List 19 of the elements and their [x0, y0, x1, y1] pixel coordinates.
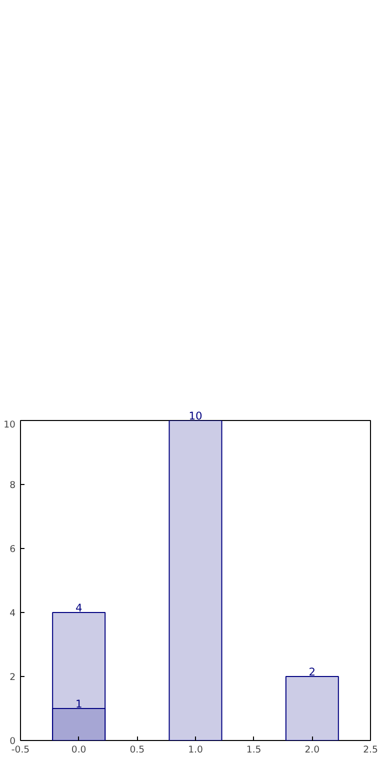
- data-label: 2: [308, 666, 316, 678]
- y-tick-label: 8: [10, 480, 16, 491]
- x-tick-label: 2.0: [304, 744, 320, 756]
- bar: [285, 676, 339, 740]
- x-tick-label: 1.5: [246, 744, 262, 756]
- data-label: 10: [188, 410, 202, 422]
- bar: [168, 420, 222, 740]
- y-tick-label: 0: [10, 736, 16, 747]
- data-label: 1: [75, 698, 82, 710]
- x-tick-label: 2.5: [363, 744, 378, 756]
- y-tick-label: 10: [4, 420, 16, 430]
- x-tick-label: 0.5: [130, 744, 145, 756]
- y-tick-label: 4: [10, 608, 16, 619]
- y-tick-label: 2: [10, 672, 16, 683]
- y-tick-label: 6: [10, 544, 16, 555]
- data-label: 4: [75, 602, 82, 614]
- x-tick-label: -0.5: [11, 744, 30, 756]
- x-tick-label: 1.0: [188, 744, 203, 756]
- x-tick-label: 0.0: [71, 744, 86, 756]
